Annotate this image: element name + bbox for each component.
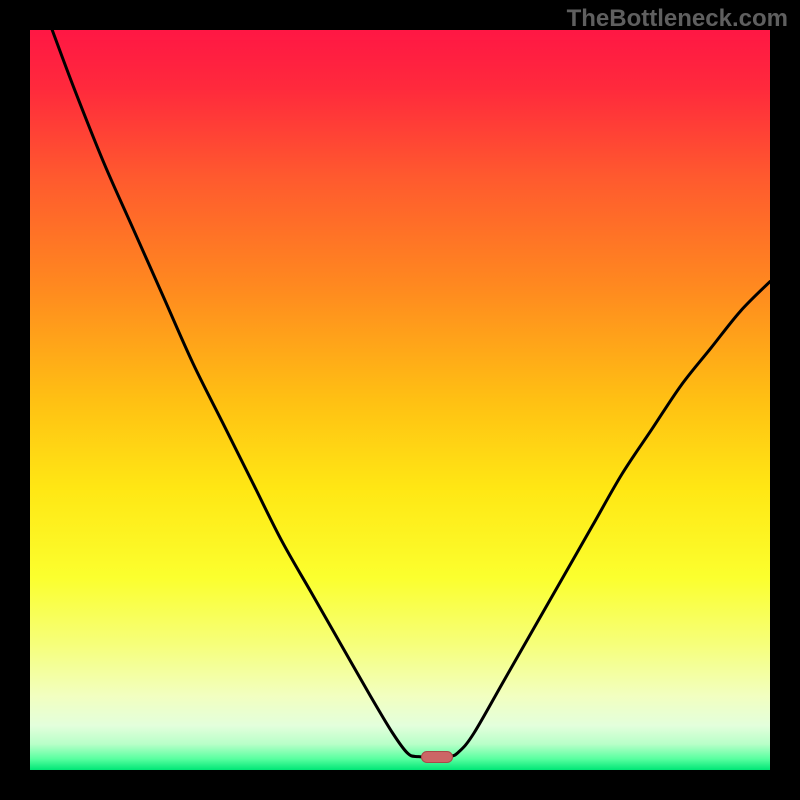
bottleneck-curve: [0, 0, 800, 800]
valley-marker: [421, 751, 452, 763]
watermark-text: TheBottleneck.com: [567, 5, 788, 33]
chart-container: TheBottleneck.com: [0, 0, 800, 800]
curve-path: [52, 30, 770, 757]
